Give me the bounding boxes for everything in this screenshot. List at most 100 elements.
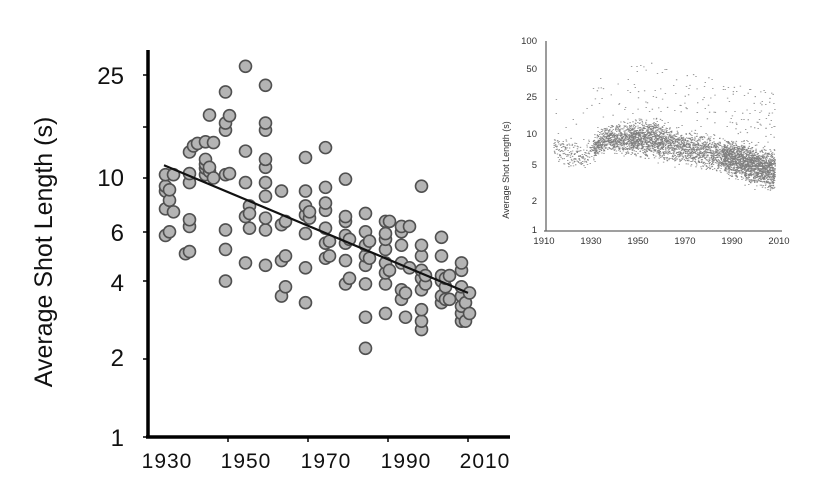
data-point <box>378 306 393 321</box>
data-point <box>414 238 429 253</box>
data-point <box>298 226 313 241</box>
xtick-1930: 1930 <box>142 450 193 473</box>
data-point <box>442 292 457 307</box>
data-point <box>394 238 409 253</box>
inset-xtick-2010: 2010 <box>768 236 789 247</box>
data-point <box>462 306 477 321</box>
data-point <box>338 253 353 268</box>
inset-xtick-1950: 1950 <box>627 236 648 247</box>
data-point <box>258 116 273 130</box>
ytick-4: 4 <box>111 270 124 297</box>
data-point <box>414 314 429 328</box>
data-point <box>298 261 313 275</box>
data-point <box>242 221 257 235</box>
inset-scatter-chart: Average Shot Length (s) 100 50 25 10 5 2… <box>501 36 790 247</box>
data-point <box>238 59 253 74</box>
data-point <box>382 263 397 278</box>
data-point <box>258 78 273 93</box>
data-point <box>206 171 221 185</box>
data-point <box>382 214 397 229</box>
data-point <box>362 234 377 249</box>
data-point <box>206 135 221 150</box>
data-point <box>222 166 237 181</box>
data-point <box>378 226 393 241</box>
inset-axes <box>544 41 782 232</box>
data-point <box>402 219 417 234</box>
ytick-1: 1 <box>111 425 124 452</box>
inset-ytick-100: 100 <box>521 36 537 47</box>
inset-xtick-1910: 1910 <box>533 236 554 247</box>
main-axes <box>143 50 510 442</box>
data-point <box>462 286 477 300</box>
inset-ytick-5: 5 <box>532 160 537 171</box>
data-point <box>318 180 333 195</box>
data-point <box>218 223 233 237</box>
data-point <box>238 256 253 270</box>
inset-ytick-25: 25 <box>526 92 537 103</box>
data-point <box>258 175 273 190</box>
data-point <box>338 209 353 224</box>
inset-y-tick-labels: 100 50 25 10 5 2 1 <box>521 36 537 236</box>
main-trendline <box>163 164 469 294</box>
data-point <box>398 310 413 325</box>
data-point <box>318 140 333 155</box>
data-point <box>434 249 449 263</box>
inset-ytick-1: 1 <box>532 225 537 236</box>
data-point <box>322 249 337 263</box>
data-point <box>414 179 429 193</box>
inset-y-axis-label: Average Shot Length (s) <box>501 121 511 218</box>
data-point <box>454 256 469 270</box>
xtick-2010: 2010 <box>460 450 511 473</box>
data-point <box>162 183 177 197</box>
data-point <box>338 172 353 186</box>
data-point <box>222 108 237 123</box>
inset-point-cloud <box>553 62 776 191</box>
main-y-tick-labels: 25 10 6 4 2 1 <box>97 63 124 452</box>
ytick-2: 2 <box>111 345 124 372</box>
data-point <box>182 244 197 259</box>
inset-data-points <box>553 62 776 191</box>
inset-ytick-10: 10 <box>526 129 537 140</box>
data-point <box>162 224 177 239</box>
data-point <box>358 277 373 291</box>
data-point <box>258 189 273 204</box>
data-point <box>274 184 289 198</box>
data-point <box>342 271 357 286</box>
data-point <box>218 242 233 257</box>
data-point <box>242 206 257 221</box>
ytick-6: 6 <box>111 220 124 247</box>
data-point <box>218 85 233 99</box>
inset-xtick-1970: 1970 <box>674 236 695 247</box>
xtick-1970: 1970 <box>301 450 352 473</box>
data-point <box>278 249 293 263</box>
data-point <box>218 274 233 288</box>
data-point <box>238 175 253 190</box>
inset-ytick-2: 2 <box>532 196 537 207</box>
main-data-points <box>158 59 477 356</box>
inset-ytick-50: 50 <box>526 64 537 75</box>
ytick-25: 25 <box>97 63 124 90</box>
data-point <box>258 152 273 167</box>
data-point <box>358 206 373 221</box>
inset-x-tick-labels: 1910 1930 1950 1970 1990 2010 <box>533 236 789 247</box>
data-point <box>442 268 457 283</box>
ytick-10: 10 <box>97 165 124 192</box>
data-point <box>298 150 313 165</box>
data-point <box>318 196 333 210</box>
data-point <box>414 302 429 317</box>
data-point <box>258 258 273 273</box>
main-x-tick-labels: 1930 1950 1970 1990 2010 <box>142 450 511 473</box>
data-point <box>166 205 181 219</box>
data-point <box>298 295 313 310</box>
main-y-axis-label: Average Shot Length (s) <box>30 117 58 388</box>
data-point <box>298 184 313 198</box>
data-point <box>398 286 413 300</box>
data-point <box>258 223 273 237</box>
data-point <box>358 341 373 356</box>
xtick-1990: 1990 <box>381 450 432 473</box>
data-point <box>278 280 293 294</box>
data-point <box>434 230 449 245</box>
data-point <box>358 310 373 325</box>
data-point <box>258 211 273 225</box>
data-point <box>302 205 317 219</box>
